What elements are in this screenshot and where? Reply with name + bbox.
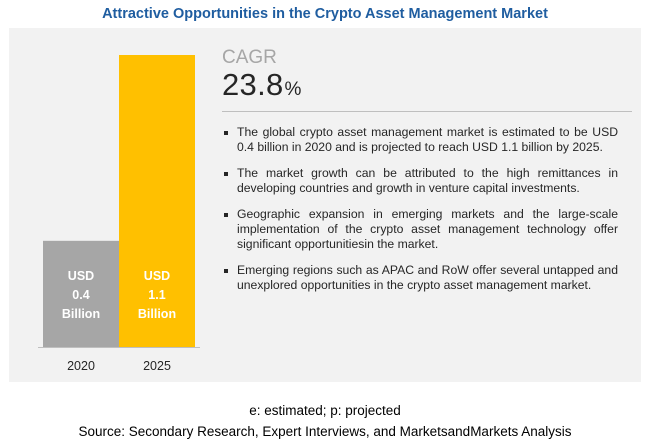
bullet-icon [224, 131, 228, 135]
list-item-text: Geographic expansion in emerging markets… [237, 207, 618, 251]
bar-data-label: Billion [62, 307, 100, 321]
bar-2025 [119, 55, 195, 347]
bar-2020 [43, 240, 119, 347]
bar-data-label: 1.1 [148, 288, 165, 302]
key-findings-list: The global crypto asset management marke… [218, 125, 618, 304]
bar-data-label: USD [144, 269, 170, 283]
list-item: The global crypto asset management marke… [218, 125, 618, 155]
chart-title: Attractive Opportunities in the Crypto A… [102, 6, 548, 22]
footnote: e: estimated; p: projected [249, 403, 401, 418]
x-tick-label: 2020 [67, 359, 95, 373]
bullet-icon [224, 172, 228, 176]
list-item-text: The global crypto asset management marke… [237, 125, 618, 154]
x-tick-label: 2025 [143, 359, 171, 373]
cagr-unit: % [284, 79, 302, 100]
bullet-icon [224, 213, 228, 217]
bar-data-label: 0.4 [72, 288, 89, 302]
list-item-text: Emerging regions such as APAC and RoW of… [237, 263, 618, 292]
list-item: Emerging regions such as APAC and RoW of… [218, 263, 618, 293]
cagr-number: 23.8 [222, 67, 284, 102]
bullet-icon [224, 269, 228, 273]
source-note: Source: Secondary Research, Expert Inter… [78, 424, 572, 439]
bar-data-label: Billion [138, 307, 176, 321]
list-item: Geographic expansion in emerging markets… [218, 207, 618, 252]
cagr-divider [222, 111, 632, 112]
list-item-text: The market growth can be attributed to t… [237, 166, 618, 195]
bar-data-label: USD [68, 269, 94, 283]
cagr-label: CAGR [222, 47, 277, 68]
list-item: The market growth can be attributed to t… [218, 166, 618, 196]
cagr-value: 23.8% [222, 67, 302, 103]
